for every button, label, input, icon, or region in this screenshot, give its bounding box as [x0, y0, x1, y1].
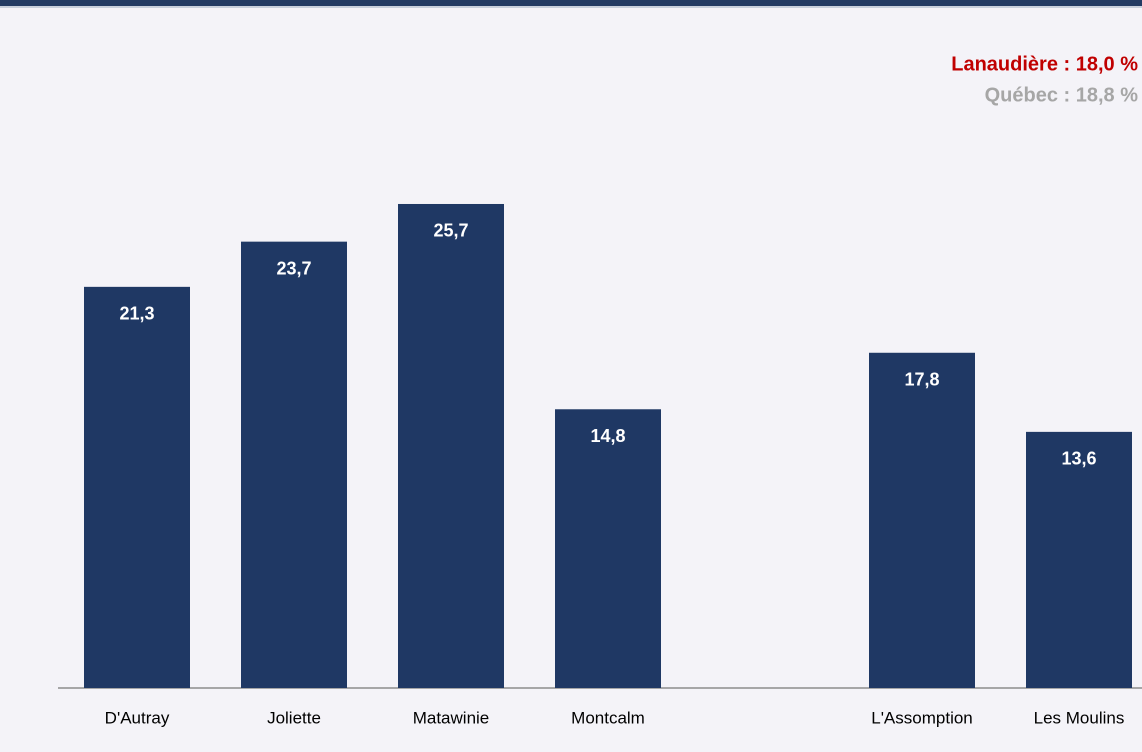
bar — [241, 241, 347, 688]
x-tick-label: Les Moulins — [1034, 708, 1125, 727]
data-label: 21,3 — [119, 304, 154, 324]
bar — [398, 203, 504, 688]
bar — [84, 286, 190, 688]
x-tick-label: Montcalm — [571, 708, 645, 727]
data-label: 23,7 — [276, 258, 311, 278]
top-border — [0, 0, 1142, 6]
data-label: 17,8 — [904, 370, 939, 390]
x-tick-label: L'Assomption — [871, 708, 973, 727]
data-label: 13,6 — [1061, 449, 1096, 469]
annotation: Québec : 18,8 % — [985, 84, 1139, 106]
x-tick-label: Joliette — [267, 708, 321, 727]
x-tick-label: Matawinie — [413, 708, 490, 727]
annotation: Lanaudière : 18,0 % — [951, 53, 1138, 75]
bar — [555, 409, 661, 688]
top-border-shadow — [0, 6, 1142, 8]
bar — [1026, 431, 1132, 688]
data-label: 14,8 — [590, 426, 625, 446]
x-tick-label: D'Autray — [105, 708, 170, 727]
bar — [869, 352, 975, 688]
data-label: 25,7 — [433, 221, 468, 241]
